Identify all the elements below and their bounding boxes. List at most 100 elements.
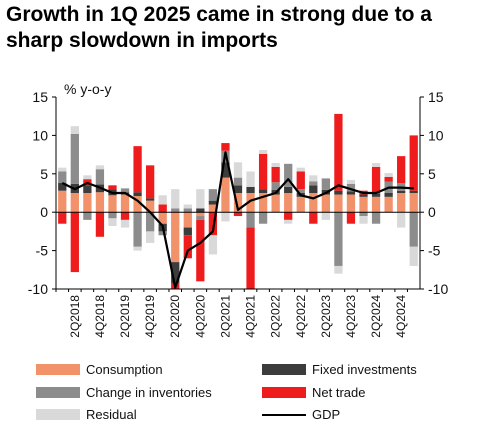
- bar-consumption-4Q2021: [246, 193, 255, 213]
- bar-fixed-investments-3Q2024: [384, 193, 393, 197]
- bar-consumption-2Q2019: [120, 194, 130, 213]
- bar-net-trade-3Q2024: [384, 176, 393, 182]
- bar-consumption-1Q2020: [158, 212, 167, 224]
- bar-residual-4Q2019: [146, 231, 155, 243]
- bar-residual-1Q2018: [58, 167, 67, 172]
- bar-change-in-inventories-3Q2023: [334, 212, 343, 266]
- bar-residual-4Q2020: [196, 189, 205, 209]
- bar-residual-2Q2021: [221, 212, 230, 222]
- bar-residual-3Q2023: [334, 265, 343, 274]
- bar-consumption-4Q2018: [95, 192, 105, 213]
- bar-net-trade-2Q2022: [271, 166, 280, 183]
- bar-net-trade-2Q2024: [371, 166, 381, 194]
- bar-change-in-inventories-2Q2019: [120, 188, 130, 193]
- bar-consumption-3Q2018: [83, 193, 92, 213]
- bar-net-trade-4Q2019: [146, 165, 155, 199]
- bar-change-in-inventories-1Q2024: [359, 212, 368, 217]
- bar-residual-2Q2024: [371, 163, 381, 167]
- bar-residual-4Q2024: [397, 212, 406, 228]
- y-tick-label-left-10: 10: [32, 127, 48, 143]
- bar-consumption-1Q2023: [309, 193, 318, 213]
- bar-fixed-investments-4Q2019: [146, 198, 155, 201]
- bar-net-trade-4Q2021: [246, 227, 255, 289]
- bar-net-trade-2Q2021: [221, 143, 230, 151]
- bar-fixed-investments-3Q2019: [133, 192, 142, 197]
- bar-fixed-investments-1Q2018: [58, 183, 67, 191]
- bar-change-in-inventories-4Q2018: [95, 169, 105, 185]
- bar-consumption-4Q2024: [397, 193, 406, 213]
- bar-consumption-3Q2019: [133, 196, 142, 213]
- bar-change-in-inventories-3Q2018: [83, 212, 92, 220]
- bar-change-in-inventories-2Q2020: [171, 208, 180, 213]
- bar-fixed-investments-2Q2020: [171, 262, 180, 284]
- bar-change-in-inventories-4Q2020: [196, 216, 205, 220]
- bar-residual-1Q2025: [409, 246, 418, 266]
- bar-residual-3Q2020: [183, 204, 192, 209]
- bar-consumption-4Q2020: [196, 212, 205, 217]
- y-tick-label-right--10: -10: [428, 281, 448, 297]
- bar-change-in-inventories-4Q2023: [346, 183, 356, 192]
- bar-fixed-investments-1Q2025: [409, 190, 418, 193]
- y-tick-label-right-5: 5: [428, 166, 436, 182]
- x-tick-label-2Q2021: 2Q2021: [218, 295, 232, 338]
- gdp-line: [61, 151, 414, 289]
- bar-consumption-2Q2020: [171, 212, 180, 263]
- bar-change-in-inventories-1Q2025: [409, 212, 418, 247]
- bar-consumption-2Q2024: [371, 196, 381, 213]
- bar-residual-1Q2022: [258, 149, 268, 154]
- bar-residual-3Q2024: [384, 173, 393, 177]
- x-tick-label-4Q2019: 4Q2019: [143, 295, 157, 338]
- bar-residual-1Q2020: [158, 195, 167, 205]
- y-tick-label-left--10: -10: [28, 281, 48, 297]
- axes-layer: [52, 96, 424, 292]
- bar-consumption-2Q2022: [271, 194, 280, 213]
- bar-consumption-1Q2019: [108, 195, 117, 213]
- bar-residual-3Q2022: [284, 219, 293, 224]
- bar-change-in-inventories-3Q2021: [233, 177, 243, 186]
- y-tick-label-right-0: 0: [428, 204, 436, 220]
- bar-fixed-investments-4Q2024: [397, 190, 406, 193]
- bar-net-trade-4Q2024: [397, 156, 406, 184]
- y-tick-label-right-10: 10: [428, 127, 444, 143]
- bar-fixed-investments-3Q2018: [83, 185, 92, 193]
- bar-net-trade-4Q2020: [196, 219, 205, 282]
- bar-consumption-3Q2020: [183, 212, 192, 228]
- bar-fixed-investments-1Q2024: [359, 194, 368, 197]
- bar-net-trade-2Q2019: [120, 212, 130, 220]
- x-tick-label-2Q2019: 2Q2019: [118, 295, 132, 338]
- bar-fixed-investments-1Q2022: [258, 189, 268, 193]
- bar-change-in-inventories-2Q2018: [70, 133, 79, 184]
- x-tick-label-4Q2024: 4Q2024: [394, 295, 408, 338]
- x-tick-label-4Q2020: 4Q2020: [193, 295, 207, 338]
- chart-title-line-1: Growth in 1Q 2025 came in strong due to …: [6, 3, 432, 26]
- chart-title-line-2: sharp slowdown in imports: [6, 29, 278, 52]
- bar-residual-4Q2023: [346, 179, 356, 184]
- bar-net-trade-2Q2018: [70, 212, 79, 273]
- bar-net-trade-3Q2022: [284, 212, 293, 220]
- bar-fixed-investments-3Q2021: [233, 185, 243, 193]
- bar-residual-4Q2022: [296, 167, 305, 172]
- bar-consumption-3Q2023: [334, 194, 343, 213]
- bar-change-in-inventories-2Q2023: [321, 178, 330, 190]
- bar-net-trade-1Q2025: [409, 135, 418, 191]
- bar-change-in-inventories-3Q2022: [284, 163, 293, 187]
- bar-net-trade-1Q2023: [309, 212, 318, 224]
- chart-title: Growth in 1Q 2025 came in strong due to …: [6, 2, 476, 54]
- bar-change-in-inventories-1Q2023: [309, 181, 318, 186]
- bar-net-trade-3Q2023: [334, 113, 343, 191]
- bar-net-trade-3Q2020: [183, 235, 192, 259]
- y-tick-label-left--5: -5: [36, 243, 49, 259]
- bar-residual-2Q2022: [271, 163, 280, 167]
- bar-residual-2Q2018: [70, 126, 79, 134]
- bar-fixed-investments-1Q2023: [309, 185, 318, 193]
- bar-consumption-4Q2022: [296, 196, 305, 213]
- y-tick-label-left-5: 5: [40, 166, 48, 182]
- y-tick-label-right--5: -5: [428, 243, 441, 259]
- bar-residual-4Q2018: [95, 165, 105, 170]
- bar-net-trade-3Q2019: [133, 146, 142, 193]
- x-tick-label-4Q2023: 4Q2023: [344, 295, 358, 338]
- bar-change-in-inventories-3Q2020: [183, 208, 192, 213]
- bar-residual-1Q2021: [208, 235, 218, 255]
- x-tick-label-4Q2021: 4Q2021: [244, 295, 258, 338]
- bar-consumption-3Q2022: [284, 193, 293, 213]
